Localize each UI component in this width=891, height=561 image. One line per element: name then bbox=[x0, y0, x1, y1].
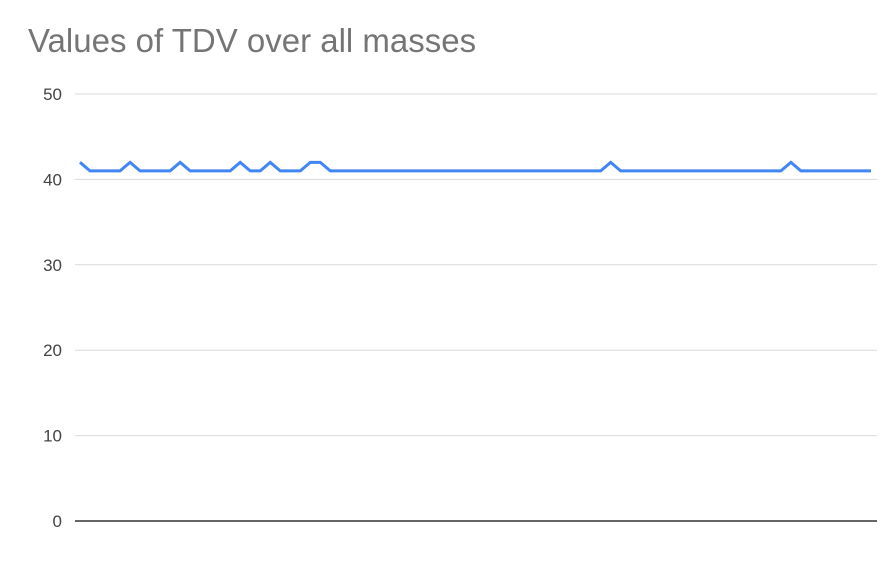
y-tick-label: 20 bbox=[43, 341, 62, 360]
y-tick-label: 40 bbox=[43, 170, 62, 189]
gridlines bbox=[75, 93, 877, 522]
series-line-0 bbox=[79, 160, 871, 173]
y-tick-label: 10 bbox=[43, 427, 62, 446]
y-tick-label: 50 bbox=[43, 85, 62, 104]
y-tick-label: 30 bbox=[43, 256, 62, 275]
series-layer bbox=[79, 160, 871, 173]
y-tick-label: 0 bbox=[53, 512, 62, 531]
chart-title: Values of TDV over all masses bbox=[28, 22, 477, 59]
y-axis-ticks: 0 10 20 30 40 50 bbox=[43, 85, 62, 531]
